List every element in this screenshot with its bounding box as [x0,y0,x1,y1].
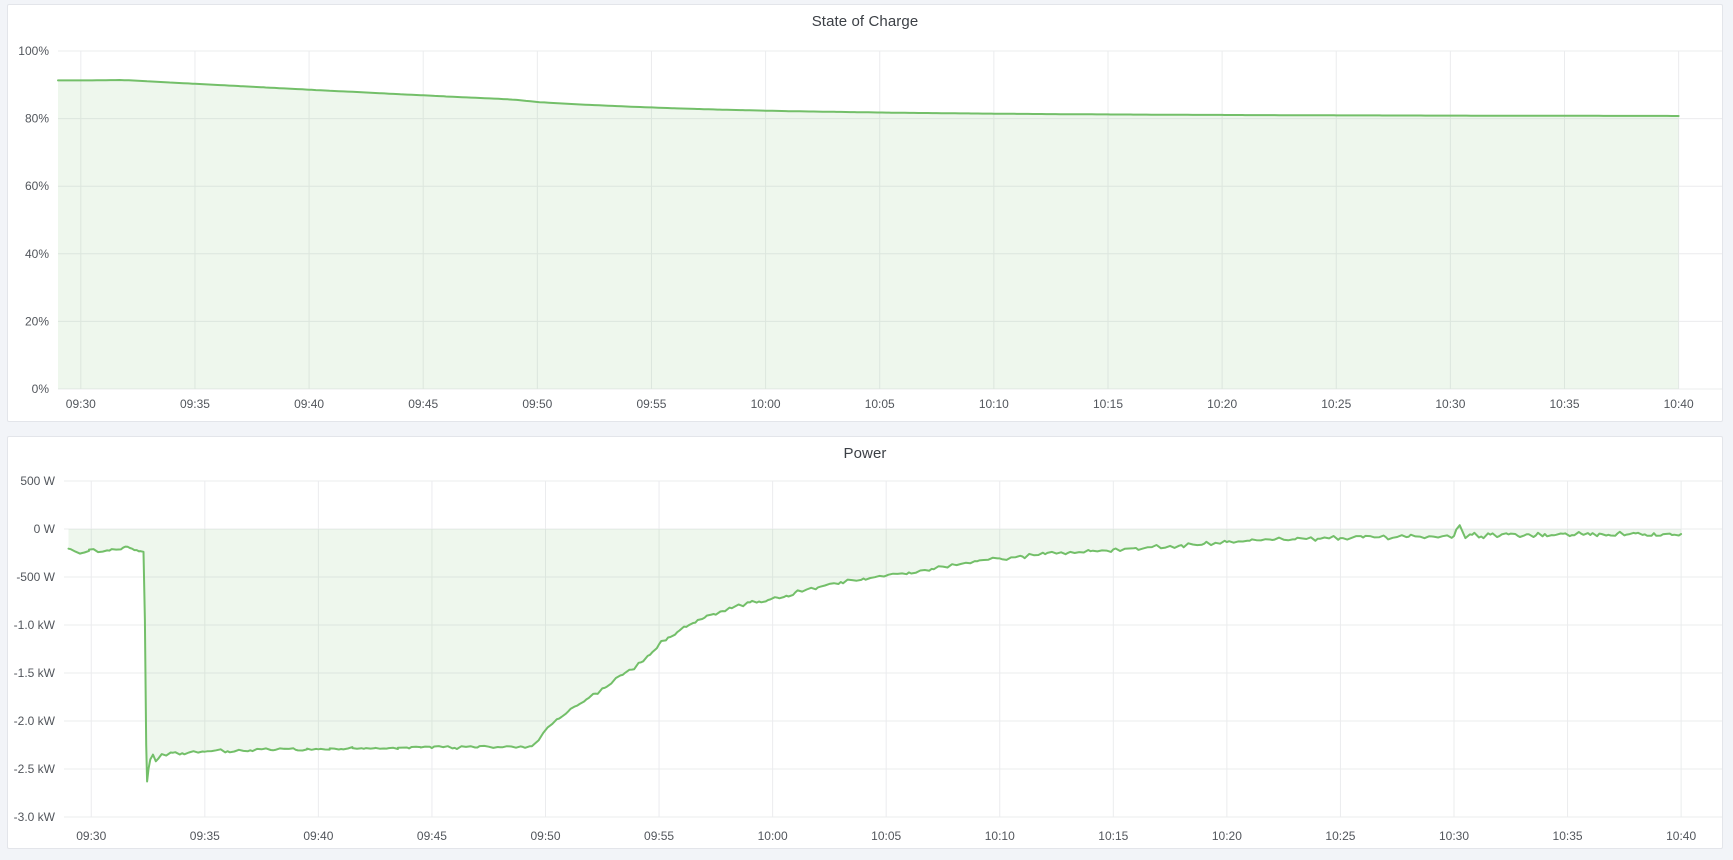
y-tick-label: -2.0 kW [14,714,56,728]
axis-labels: 500 W 0 W -500 W -1.0 kW -1.5 kW -2.0 kW -2.5 … [14,474,1697,843]
y-tick-label: -2.5 kW [14,762,56,776]
x-tick-label: 10:30 [1435,397,1465,411]
x-tick-label: 09:45 [408,397,438,411]
x-tick-label: 10:10 [985,829,1015,843]
x-tick-label: 10:00 [751,397,781,411]
y-tick-label: 60% [25,179,49,193]
series-line [67,524,1683,783]
x-tick-label: 09:35 [190,829,220,843]
gridlines [58,50,1722,390]
x-tick-label: 09:55 [644,829,674,843]
x-tick-label: 10:40 [1664,397,1694,411]
x-tick-label: 10:35 [1553,829,1583,843]
x-tick-label: 10:40 [1666,829,1696,843]
x-tick-label: 09:45 [417,829,447,843]
x-tick-label: 10:25 [1321,397,1351,411]
x-tick-label: 09:55 [636,397,666,411]
x-tick-label: 10:35 [1549,397,1579,411]
x-tick-label: 10:15 [1093,397,1123,411]
y-tick-label: 100% [18,44,49,58]
panel-state-of-charge: State of Charge 100% 80% 60% 40% 20% 0% 09:30 0… [7,4,1723,422]
series-area [58,80,1679,389]
y-tick-label: -1.0 kW [14,618,56,632]
x-tick-label: 10:30 [1439,829,1469,843]
x-tick-label: 10:15 [1098,829,1128,843]
x-tick-label: 09:30 [76,829,106,843]
panel-title-state-of-charge[interactable]: State of Charge [811,13,919,30]
x-tick-label: 10:20 [1212,829,1242,843]
y-tick-label: 20% [25,314,49,328]
x-tick-label: 10:10 [979,397,1009,411]
axis-labels: 100% 80% 60% 40% 20% 0% 09:30 09:35 09:40 09:45 09… [18,44,1694,411]
y-tick-label: -3.0 kW [14,810,56,824]
x-tick-label: 09:40 [294,397,324,411]
panel-power: Power 500 W 0 W -500 W -1.0 kW -1.5 kW -2.0 k… [7,436,1723,849]
y-tick-label: -1.5 kW [14,666,56,680]
y-tick-label: 40% [25,247,49,261]
x-tick-label: 09:30 [66,397,96,411]
panel-title-power[interactable]: Power [843,445,887,462]
y-tick-label: -500 W [16,570,55,584]
y-tick-label: 80% [25,112,49,126]
x-tick-label: 10:00 [758,829,788,843]
x-tick-label: 10:25 [1325,829,1355,843]
power-chart[interactable]: 500 W 0 W -500 W -1.0 kW -1.5 kW -2.0 kW -2.5 … [8,437,1722,848]
gridlines [64,480,1722,818]
y-tick-label: 0 W [34,522,56,536]
x-tick-label: 10:05 [871,829,901,843]
x-tick-label: 09:35 [180,397,210,411]
x-tick-label: 09:40 [303,829,333,843]
x-tick-label: 09:50 [530,829,560,843]
x-tick-label: 10:05 [865,397,895,411]
state-of-charge-chart[interactable]: 100% 80% 60% 40% 20% 0% 09:30 09:35 09:40 09:45 09… [8,5,1722,421]
series-line [57,79,1680,117]
x-tick-label: 10:20 [1207,397,1237,411]
x-tick-label: 09:50 [522,397,552,411]
series-area [68,525,1682,782]
y-tick-label: 0% [32,382,50,396]
y-tick-label: 500 W [20,474,55,488]
